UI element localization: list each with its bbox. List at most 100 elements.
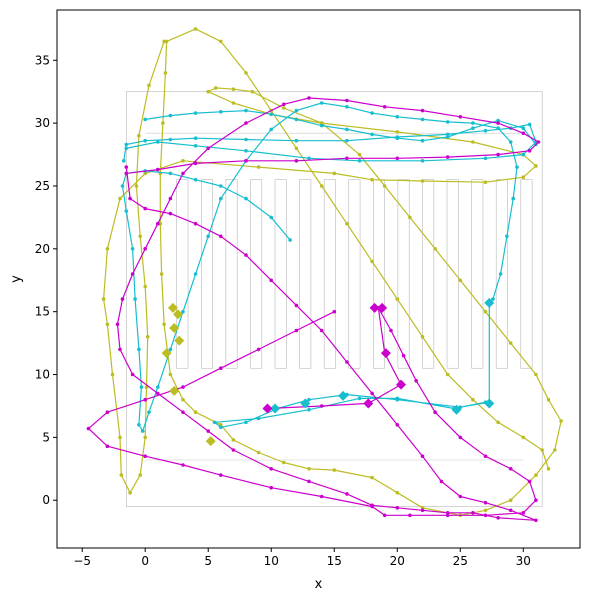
diamond-marker	[167, 302, 178, 313]
x-tick-label: 25	[453, 554, 468, 568]
data-point	[307, 156, 311, 161]
data-point	[540, 448, 544, 452]
data-point	[345, 98, 349, 103]
data-point	[508, 508, 513, 513]
data-point	[156, 167, 160, 172]
data-point	[168, 137, 173, 142]
data-point	[319, 184, 324, 188]
data-point	[143, 454, 147, 459]
data-point	[147, 83, 151, 88]
data-point	[105, 322, 110, 327]
data-point	[294, 328, 299, 333]
data-point	[138, 473, 142, 477]
shelf-rack	[422, 179, 435, 369]
shelf-rack	[323, 179, 336, 369]
data-point	[483, 128, 488, 133]
data-point	[124, 142, 129, 147]
data-point	[269, 278, 274, 283]
data-point	[193, 111, 198, 115]
data-point	[206, 146, 210, 151]
y-tick-label: 30	[35, 116, 50, 130]
data-point	[294, 117, 299, 122]
data-point	[553, 448, 557, 452]
data-point	[137, 423, 141, 427]
series-line	[116, 97, 540, 521]
x-tick-label: 20	[390, 554, 405, 568]
diamond-marker	[396, 379, 407, 390]
data-point	[458, 115, 463, 119]
floor-plan-outline	[126, 91, 543, 507]
data-point	[534, 518, 538, 523]
x-tick-label: 30	[516, 554, 531, 568]
data-point	[521, 511, 526, 515]
data-point	[534, 473, 538, 477]
data-point	[219, 425, 223, 430]
diamond-marker	[169, 385, 180, 396]
data-point	[307, 397, 311, 402]
data-point	[483, 309, 488, 314]
data-point	[294, 108, 299, 113]
data-point	[181, 385, 185, 389]
data-point	[231, 448, 236, 452]
shelf-rack	[348, 179, 361, 369]
series-4	[115, 96, 541, 523]
data-point	[294, 159, 299, 163]
data-point	[332, 468, 337, 472]
data-point	[389, 328, 393, 333]
data-point	[138, 234, 142, 239]
series-5	[86, 306, 538, 518]
x-tick-label: 0	[141, 554, 149, 568]
data-point	[483, 180, 488, 184]
data-point	[130, 372, 135, 377]
floor-plan-background	[126, 91, 543, 507]
data-point	[345, 360, 349, 364]
data-point	[534, 372, 538, 377]
data-point	[124, 171, 129, 176]
data-point	[445, 155, 450, 159]
marker-group-2	[262, 302, 407, 414]
diamond-marker	[338, 390, 349, 401]
data-point	[193, 272, 198, 276]
data-point	[181, 171, 185, 176]
data-point	[294, 303, 299, 308]
data-point	[382, 513, 387, 518]
marker-layer	[161, 297, 495, 447]
data-point	[193, 136, 198, 140]
y-axis-label: y	[9, 275, 24, 283]
data-point	[382, 105, 387, 109]
data-point	[168, 211, 173, 216]
y-tick-label: 20	[35, 242, 50, 256]
data-point	[250, 89, 255, 94]
shelf-rack	[520, 179, 533, 369]
data-point	[219, 39, 223, 44]
data-point	[244, 121, 248, 125]
data-point	[445, 120, 450, 124]
data-point	[357, 396, 362, 401]
data-point	[521, 126, 526, 130]
data-point	[370, 391, 374, 396]
data-point	[244, 420, 248, 425]
data-point	[357, 152, 362, 157]
data-point	[370, 177, 374, 182]
data-point	[143, 138, 147, 143]
data-point	[193, 144, 198, 148]
data-point	[118, 435, 122, 440]
data-point	[332, 171, 337, 176]
data-point	[133, 297, 137, 301]
x-axis: −5 0 5 10 15 20 25 30	[73, 548, 531, 568]
data-point	[395, 423, 400, 427]
data-point	[370, 111, 374, 115]
data-point	[120, 184, 125, 188]
data-point	[471, 121, 475, 125]
data-point	[483, 500, 488, 505]
data-point	[244, 108, 248, 113]
data-point	[345, 138, 349, 143]
data-point	[458, 435, 463, 440]
data-point	[181, 397, 185, 402]
data-point	[357, 159, 362, 163]
data-point	[168, 196, 173, 201]
data-point	[244, 196, 248, 201]
data-point	[395, 156, 400, 161]
series-0	[101, 27, 563, 518]
series-line	[87, 307, 537, 516]
